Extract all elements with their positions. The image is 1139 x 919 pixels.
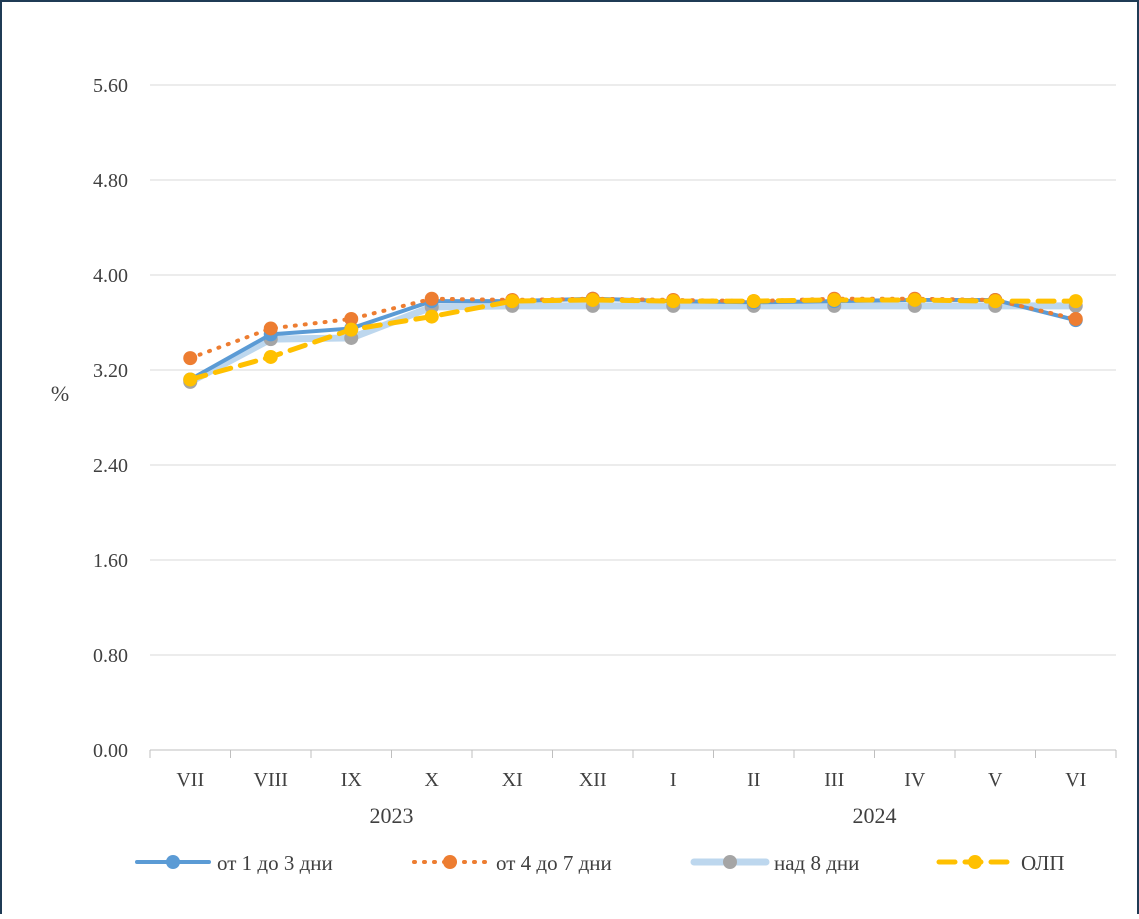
x-group-label: 2024 — [853, 803, 897, 828]
x-tick-label: X — [425, 769, 440, 791]
data-point — [263, 321, 278, 336]
data-point — [344, 311, 359, 326]
series-line — [186, 302, 1080, 386]
y-axis-label: % — [51, 381, 69, 406]
data-point — [263, 349, 278, 364]
y-tick-label: 3.20 — [93, 360, 128, 382]
x-tick-label: V — [988, 769, 1003, 791]
legend-marker — [723, 855, 737, 869]
legend-label: от 1 до 3 дни — [217, 851, 333, 875]
legend-label: над 8 дни — [774, 851, 859, 875]
legend-label: ОЛП — [1021, 851, 1065, 875]
y-tick-label: 4.80 — [93, 170, 128, 192]
data-point — [424, 291, 439, 306]
series-3 — [183, 292, 1083, 387]
series-group — [183, 291, 1083, 389]
legend-marker — [166, 855, 180, 869]
x-tick-label: I — [670, 769, 677, 791]
data-point — [183, 351, 198, 366]
data-point — [1068, 311, 1083, 326]
data-point — [827, 292, 842, 307]
data-point — [424, 309, 439, 324]
legend-item: от 4 до 7 дни — [412, 851, 612, 875]
x-tick-label: IX — [341, 769, 363, 791]
y-tick-label: 5.60 — [93, 75, 128, 97]
legend-label: от 4 до 7 дни — [496, 851, 612, 875]
legend-item: над 8 дни — [690, 851, 859, 875]
x-tick-label: II — [747, 769, 760, 791]
y-tick-label: 0.80 — [93, 645, 128, 667]
legend-marker — [443, 855, 457, 869]
data-point — [585, 292, 600, 307]
x-tick-label: VIII — [254, 769, 288, 791]
y-axis: 0.00 0.80 1.60 2.40 3.20 4.00 4.80 5.60 — [93, 75, 128, 762]
data-point — [1068, 294, 1083, 309]
series-line — [187, 297, 1079, 382]
x-tick-label: VII — [176, 769, 204, 791]
data-point — [344, 322, 359, 337]
gridlines — [150, 84, 1116, 751]
legend-marker — [968, 855, 982, 869]
data-point — [505, 294, 520, 309]
legend-item: ОЛП — [936, 851, 1065, 875]
series-2 — [183, 298, 1083, 389]
x-tick-label: XI — [502, 769, 523, 791]
y-tick-label: 4.00 — [93, 265, 128, 287]
data-point — [988, 294, 1003, 309]
x-tick-label: XII — [579, 769, 607, 791]
x-tick-label: III — [824, 769, 844, 791]
legend: от 1 до 3 дни от 4 до 7 дни над 8 дни ОЛП — [135, 851, 1065, 875]
x-group-label: 2023 — [370, 803, 414, 828]
data-point — [183, 372, 198, 387]
y-tick-label: 0.00 — [93, 740, 128, 762]
data-point — [746, 294, 761, 309]
data-point — [666, 294, 681, 309]
data-point — [907, 292, 922, 307]
legend-item: от 1 до 3 дни — [135, 851, 333, 875]
x-tick-label: VI — [1065, 769, 1086, 791]
y-tick-label: 1.60 — [93, 550, 128, 572]
x-tick-label: IV — [904, 769, 926, 791]
y-tick-label: 2.40 — [93, 455, 128, 477]
